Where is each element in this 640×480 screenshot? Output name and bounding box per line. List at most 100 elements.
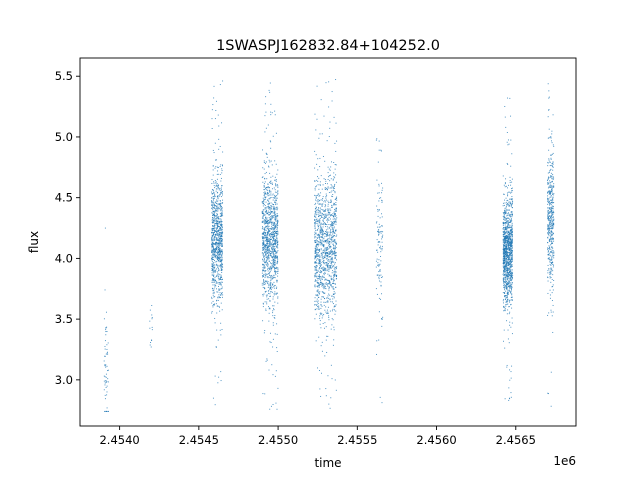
data-point xyxy=(267,124,269,126)
data-point xyxy=(320,248,322,250)
data-point xyxy=(508,268,509,270)
data-point xyxy=(221,269,223,271)
data-point xyxy=(510,216,512,218)
data-point xyxy=(508,254,510,256)
data-point xyxy=(335,215,337,217)
data-point xyxy=(266,250,268,252)
data-point xyxy=(213,207,215,209)
data-point xyxy=(212,204,214,206)
data-point xyxy=(219,221,221,223)
data-point xyxy=(326,241,328,243)
data-point xyxy=(319,157,321,159)
data-point xyxy=(511,198,513,200)
data-point xyxy=(106,344,108,346)
data-point xyxy=(212,104,214,106)
data-point xyxy=(333,306,335,308)
data-point xyxy=(505,290,507,292)
data-point xyxy=(548,176,549,178)
data-point xyxy=(510,326,512,328)
data-point xyxy=(547,207,549,209)
data-point xyxy=(211,207,213,209)
data-point xyxy=(270,111,272,113)
data-point xyxy=(219,220,221,222)
data-point xyxy=(549,161,551,163)
data-point xyxy=(315,248,317,250)
data-point xyxy=(327,260,329,262)
data-point xyxy=(508,191,510,193)
data-point xyxy=(262,235,264,237)
data-point xyxy=(549,201,551,203)
data-point xyxy=(211,128,213,129)
data-point xyxy=(547,251,549,253)
data-point xyxy=(505,256,507,258)
data-point xyxy=(502,175,504,177)
data-point xyxy=(332,218,334,220)
data-point xyxy=(265,171,267,173)
data-point xyxy=(509,213,511,215)
data-point xyxy=(504,247,506,249)
data-point xyxy=(511,226,513,228)
data-point xyxy=(263,284,265,286)
data-point xyxy=(510,165,512,167)
data-point xyxy=(269,285,271,287)
data-point xyxy=(324,217,326,219)
data-point xyxy=(221,168,223,170)
data-point xyxy=(273,216,275,218)
data-point xyxy=(271,233,273,235)
data-point xyxy=(264,235,266,237)
data-point xyxy=(326,254,328,256)
data-point xyxy=(551,253,553,255)
data-point xyxy=(274,114,276,116)
data-point xyxy=(510,243,512,245)
y-axis: 3.03.54.04.55.05.5 xyxy=(55,69,80,387)
data-point xyxy=(329,227,331,229)
data-point xyxy=(550,236,552,238)
data-point xyxy=(264,244,266,246)
data-point xyxy=(322,283,324,284)
data-point xyxy=(266,221,268,223)
data-point xyxy=(219,234,221,236)
data-point xyxy=(273,207,275,209)
data-point xyxy=(318,336,320,338)
data-point xyxy=(277,207,279,209)
data-point xyxy=(274,214,276,216)
data-point xyxy=(269,233,271,235)
data-point xyxy=(267,281,269,283)
data-point xyxy=(213,217,215,219)
data-point xyxy=(315,246,317,248)
data-point xyxy=(552,266,554,268)
data-point xyxy=(328,136,330,138)
data-point xyxy=(213,250,215,252)
data-point xyxy=(272,215,274,217)
data-point xyxy=(213,258,215,260)
data-point xyxy=(325,278,327,280)
data-point xyxy=(504,241,506,243)
data-point xyxy=(321,227,323,229)
data-point xyxy=(265,290,267,292)
data-point xyxy=(211,191,213,193)
data-point xyxy=(378,280,380,282)
data-point xyxy=(326,335,328,337)
data-point xyxy=(330,261,332,263)
data-point xyxy=(213,239,215,241)
data-point xyxy=(277,241,279,243)
data-point xyxy=(325,82,327,84)
data-point xyxy=(506,222,508,224)
data-point xyxy=(549,232,551,234)
data-point xyxy=(317,278,319,280)
data-point xyxy=(327,252,329,254)
data-point xyxy=(551,163,553,165)
data-point xyxy=(329,213,331,215)
data-point xyxy=(333,296,335,298)
data-point xyxy=(321,341,323,343)
data-point xyxy=(261,210,263,212)
data-point xyxy=(263,280,265,282)
data-point xyxy=(216,251,218,253)
data-point xyxy=(322,258,324,260)
data-point xyxy=(549,277,551,279)
data-point xyxy=(327,273,329,275)
data-point xyxy=(326,285,328,287)
data-point xyxy=(506,265,508,267)
data-point xyxy=(211,229,213,231)
data-point xyxy=(509,250,511,252)
